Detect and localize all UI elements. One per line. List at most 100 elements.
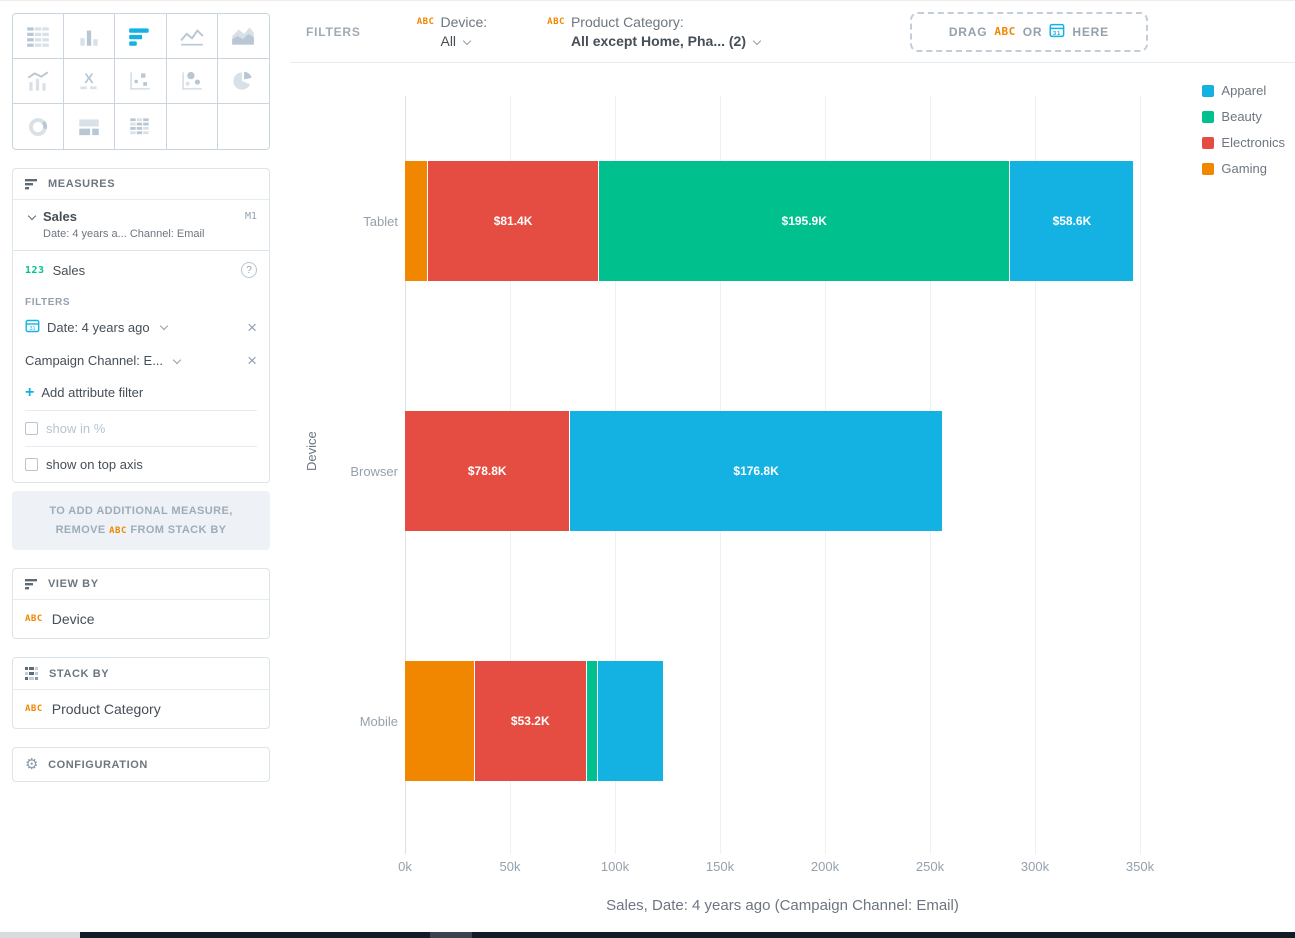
show-on-top-axis-option[interactable]: show on top axis [13,447,269,482]
measure-item-label: Sales [52,262,86,278]
close-icon[interactable]: × [247,351,257,370]
filter-device-value[interactable]: All [440,33,487,49]
measure-name: Sales [43,209,77,224]
legend-swatch [1202,110,1215,123]
bottom-edge-segment [430,932,472,938]
x-tick: 250k [915,859,945,874]
x-tick: 100k [600,859,630,874]
donut-chart-icon[interactable] [13,104,65,149]
stack-by-title: STACK BY [49,667,110,680]
note-remove: REMOVE [55,523,106,536]
plot-area: $81.4K $195.9K $58.6K $78.8K $176.8K $53.2K [405,96,1160,854]
area-chart-icon[interactable] [217,14,269,59]
legend-label: Gaming [1221,161,1267,176]
legend-item-gaming[interactable]: Gaming [1202,161,1285,176]
bar-value-label: $176.8K [733,464,779,478]
bar-segment-electronics-mobile[interactable]: $53.2K [474,661,587,781]
chevron-down-icon [172,355,182,364]
add-measure-note: TO ADD ADDITIONAL MEASURE, REMOVE ABC FR… [12,491,270,551]
filter-device[interactable]: ABC Device: All [417,14,487,49]
svg-text:X: X [85,70,95,86]
bar-segment-apparel-tablet[interactable]: $58.6K [1010,161,1134,281]
filter-device-value-text: All [440,33,457,49]
stack-by-item-product-category[interactable]: ABC Product Category [13,690,269,728]
x-tick: 50k [499,859,521,874]
configuration-header[interactable]: ⚙ CONFIGURATION [13,748,269,781]
add-attribute-filter-button[interactable]: + Add attribute filter [13,377,269,410]
measure-filters-title: FILTERS [25,297,71,308]
pie-chart-icon[interactable] [217,59,269,104]
bar-segment-apparel-browser[interactable]: $176.8K [570,411,942,531]
bar-segment-electronics-tablet[interactable]: $81.4K [428,161,600,281]
legend-swatch [1202,84,1215,97]
stack-by-header: STACK BY [13,658,269,691]
filter-product-category-value-text: All except Home, Pha... (2) [570,33,746,49]
filter-device-name: Device: [440,14,488,30]
bubble-chart-icon[interactable] [166,59,218,104]
bar-row-tablet: $81.4K $195.9K $58.6K [405,161,1140,281]
abc-attribute-icon: ABC [416,17,435,27]
measure-filter-channel[interactable]: Campaign Channel: E... × [13,344,269,377]
y-axis-title: Device [304,431,319,471]
show-on-top-axis-label: show on top axis [46,457,143,472]
bar-chart-icon[interactable] [115,14,167,59]
drop-zone-or-text: OR [1022,24,1043,39]
scatter-plot-icon[interactable] [115,59,167,104]
x-tick: 200k [810,859,840,874]
legend-label: Beauty [1221,109,1262,124]
show-in-percent-label: show in % [46,421,106,436]
bar-row-browser: $78.8K $176.8K [405,411,1140,531]
legend-item-electronics[interactable]: Electronics [1202,135,1285,150]
column-chart-icon[interactable] [64,14,116,59]
close-icon[interactable]: × [247,317,257,337]
numeric-fact-icon: 123 [25,264,45,276]
legend-swatch [1202,162,1215,175]
filter-product-category[interactable]: ABC Product Category: All except Home, P… [547,14,762,49]
heatmap-icon[interactable] [115,104,167,149]
filter-drop-zone[interactable]: DRAG ABC OR 31 HERE [909,11,1148,52]
stacked-bar-chart: Apparel Beauty Electronics Gaming Device… [290,63,1295,938]
drop-zone-here-text: HERE [1072,24,1109,39]
legend-item-beauty[interactable]: Beauty [1202,109,1285,124]
bar-segment-gaming-mobile[interactable] [405,661,475,781]
bar-value-label: $78.8K [467,464,507,478]
treemap-icon[interactable] [64,104,116,149]
view-by-item-device[interactable]: ABC Device [13,600,269,638]
measure-filter-date[interactable]: 31 Date: 4 years ago × [13,310,269,344]
category-label-browser: Browser [350,463,398,479]
main-area: FILTERS ABC Device: All ABC Product Cate… [290,1,1295,938]
headline-icon[interactable]: X [64,59,116,104]
bar-segment-electronics-browser[interactable]: $78.8K [405,411,571,531]
chevron-down-icon[interactable] [27,211,37,220]
table-chart-icon[interactable] [13,14,65,59]
sidebar: X MEASURES [12,13,270,783]
stack-by-panel: STACK BY ABC Product Category [12,657,270,730]
x-axis: 0k 50k 100k 150k 200k 250k 300k 350k [398,859,1160,877]
channel-filter-label: Campaign Channel: E... [25,353,164,368]
view-by-title: VIEW BY [48,578,99,591]
bar-segment-beauty-mobile[interactable] [586,661,599,781]
chevron-down-icon [752,36,762,46]
measure-card[interactable]: Sales M1 Date: 4 years a... Channel: Ema… [13,200,269,251]
bar-row-mobile: $53.2K [405,661,1140,781]
bar-segment-apparel-mobile[interactable] [598,661,664,781]
bar-segment-beauty-tablet[interactable]: $195.9K [599,161,1011,281]
help-icon[interactable]: ? [241,262,257,278]
bar-segment-gaming-tablet[interactable] [405,161,429,281]
checkbox-icon[interactable] [25,458,38,471]
filter-product-category-value[interactable]: All except Home, Pha... (2) [570,33,762,49]
abc-attribute-icon: ABC [547,17,565,27]
line-chart-icon[interactable] [166,14,218,59]
stack-by-grid-icon [25,667,40,681]
visualization-picker: X [12,13,270,150]
measure-item[interactable]: 123 Sales ? [13,253,269,287]
divider [25,446,257,447]
abc-attribute-icon: ABC [109,525,127,536]
measures-panel: MEASURES Sales M1 Date: 4 years a... Cha… [12,168,270,483]
bar-value-label: $53.2K [510,714,550,728]
svg-text:31: 31 [29,326,35,332]
plot-scale: $81.4K $195.9K $58.6K $78.8K $176.8K $53.2K [405,96,1141,854]
combo-chart-icon[interactable] [13,59,65,104]
legend-item-apparel[interactable]: Apparel [1202,83,1285,98]
bottom-edge-bar [0,932,1295,938]
